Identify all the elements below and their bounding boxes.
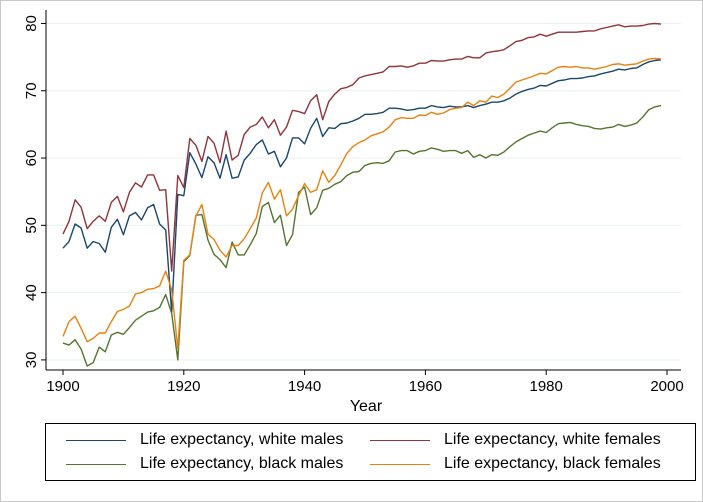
legend-label-white-females: Life expectancy, white females bbox=[444, 431, 661, 448]
x-tick-label: 2000 bbox=[650, 378, 683, 395]
legend-swatch-black-females bbox=[370, 463, 430, 465]
y-tick-label: 50 bbox=[23, 217, 40, 234]
legend-item-black-females: Life expectancy, black females bbox=[370, 455, 661, 473]
legend-swatch-white-females bbox=[370, 439, 430, 441]
legend-label-black-males: Life expectancy, black males bbox=[140, 455, 344, 472]
legend-swatch-black-males bbox=[66, 463, 126, 465]
y-tick-label: 30 bbox=[23, 352, 40, 369]
y-tick-label: 40 bbox=[23, 284, 40, 301]
x-tick-label: 1900 bbox=[46, 378, 79, 395]
y-tick-label: 80 bbox=[23, 15, 40, 32]
series-line-white-males bbox=[62, 59, 662, 313]
y-tick-label: 60 bbox=[23, 150, 40, 167]
legend-item-white-males: Life expectancy, white males bbox=[66, 431, 343, 449]
legend-label-black-females: Life expectancy, black females bbox=[444, 455, 661, 472]
x-tick-label: 1920 bbox=[167, 378, 200, 395]
series-line-white-females bbox=[62, 22, 662, 272]
plot-area bbox=[46, 10, 681, 370]
tick-labels: 30 40 50 60 70 80 1900 1920 1940 1960 1980 2000 bbox=[23, 15, 684, 395]
x-tick-label: 1940 bbox=[288, 378, 321, 395]
x-tick-label: 1980 bbox=[530, 378, 563, 395]
x-tick-label: 1960 bbox=[409, 378, 442, 395]
legend-swatch-white-males bbox=[66, 439, 126, 441]
legend-item-black-males: Life expectancy, black males bbox=[66, 455, 343, 473]
x-axis-title: Year bbox=[350, 398, 383, 415]
axes bbox=[45, 10, 681, 371]
series-line-black-males bbox=[62, 104, 662, 367]
gridlines bbox=[46, 22, 681, 361]
legend-item-white-females: Life expectancy, white females bbox=[370, 431, 661, 449]
legend-label-white-males: Life expectancy, white males bbox=[140, 431, 344, 448]
series-line-black-females bbox=[62, 57, 662, 350]
y-tick-label: 70 bbox=[23, 82, 40, 99]
chart-legend: Life expectancy, white males Life expect… bbox=[45, 423, 696, 481]
series-lines bbox=[62, 22, 662, 367]
